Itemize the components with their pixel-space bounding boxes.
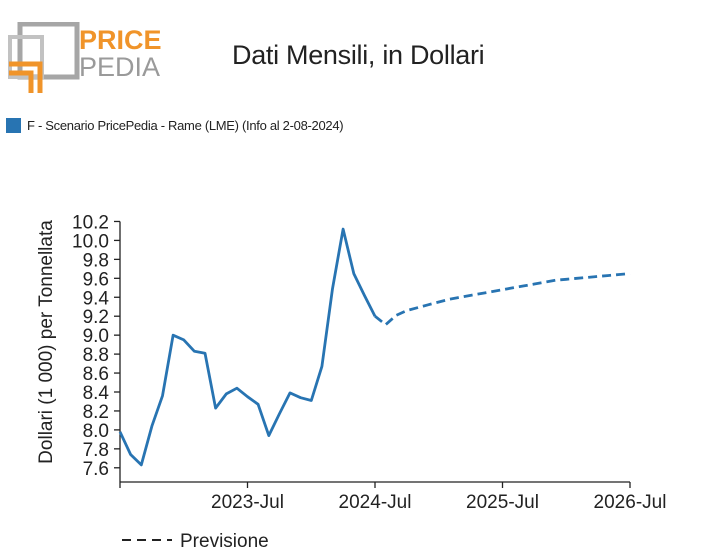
forecast-legend: Previsione	[122, 531, 269, 552]
historical-series-line	[118, 227, 377, 467]
y-tick-label: 9.4	[83, 288, 110, 309]
y-tick-label: 8.2	[83, 402, 109, 423]
y-tick-label: 8.0	[83, 421, 109, 442]
forecast-legend-label: Previsione	[180, 531, 269, 552]
x-tick-label: 2024-Jul	[339, 492, 412, 513]
logo-mark	[8, 21, 80, 93]
y-tick-label: 7.6	[83, 459, 109, 480]
legend-label: F - Scenario PricePedia - Rame (LME) (In…	[27, 118, 344, 133]
y-tick-label: 9.6	[83, 269, 109, 290]
x-tick-label: 2025-Jul	[466, 492, 539, 513]
y-tick-label: 10.0	[72, 231, 109, 252]
y-tick-label: 9.2	[83, 307, 109, 328]
logo-word-pedia: PEDIA	[79, 52, 160, 82]
x-axis: 2023-Jul 2024-Jul 2025-Jul 2026-Jul	[119, 481, 667, 513]
x-tick-label: 2023-Jul	[211, 492, 284, 513]
y-tick-label: 10.2	[72, 212, 109, 233]
y-tick-label: 9.8	[83, 250, 109, 271]
pricepedia-logo: PRICE PEDIA	[6, 21, 166, 97]
series-lines	[118, 227, 631, 467]
logo-word-price: PRICE	[79, 25, 162, 55]
y-axis: 7.67.88.08.28.48.68.89.09.29.49.69.810.0…	[72, 212, 121, 482]
y-tick-label: 7.8	[83, 440, 109, 461]
y-tick-label: 8.4	[83, 383, 110, 404]
legend: F - Scenario PricePedia - Rame (LME) (In…	[6, 118, 344, 133]
y-tick-label: 8.8	[83, 345, 109, 366]
y-tick-label: 8.6	[83, 364, 109, 385]
legend-swatch	[6, 118, 21, 133]
forecast-series-line	[374, 272, 631, 327]
y-axis-title: Dollari (1 000) per Tonnellata	[36, 220, 57, 464]
y-tick-label: 9.0	[83, 326, 109, 347]
chart-title: Dati Mensili, in Dollari	[232, 40, 485, 70]
x-tick-label: 2026-Jul	[594, 492, 667, 513]
